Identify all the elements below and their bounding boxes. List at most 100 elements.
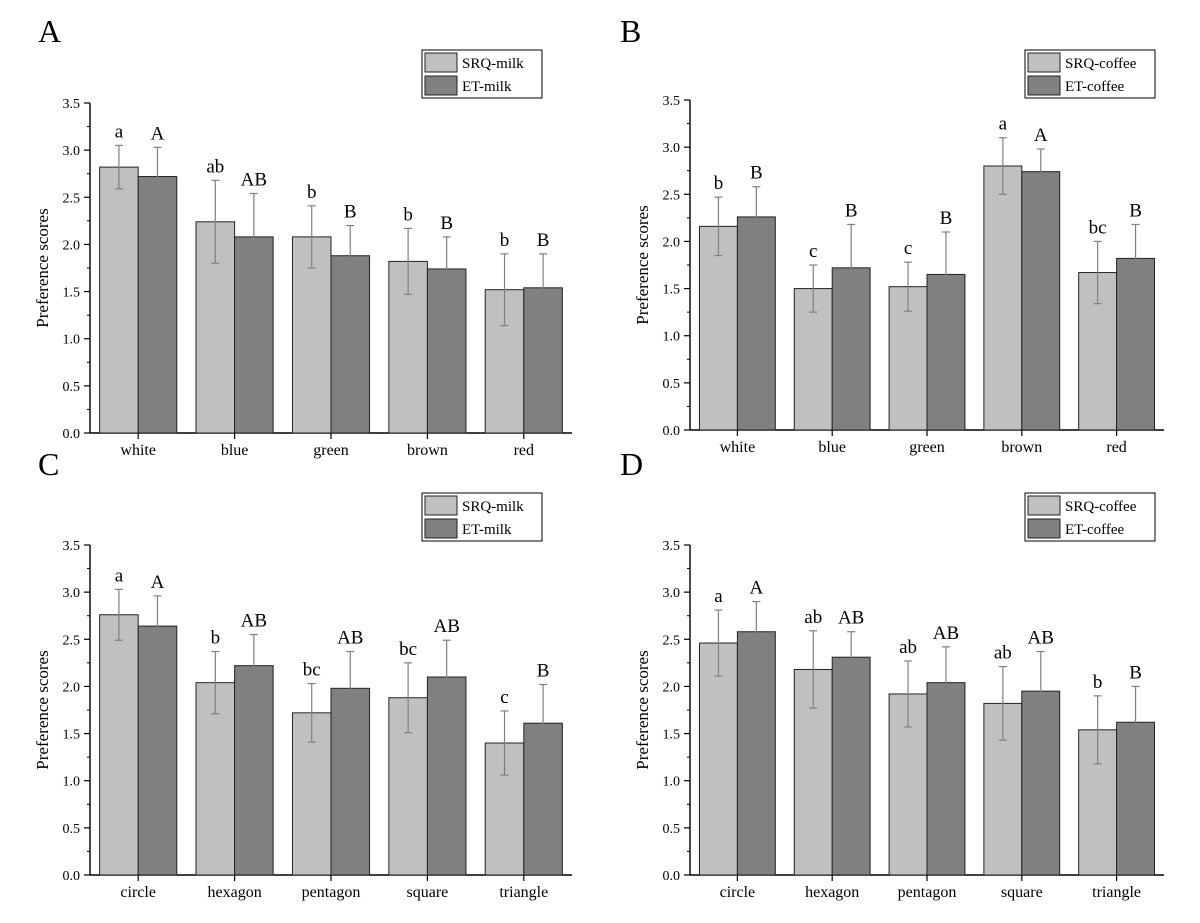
bar	[736, 216, 776, 431]
x-tick-label: brown	[1001, 439, 1042, 456]
y-tick-label: 0.0	[663, 869, 681, 884]
y-tick-label: 0.5	[663, 822, 681, 837]
x-tick-label: green	[909, 439, 945, 456]
significance-label: AB	[241, 170, 267, 191]
legend: SRQ-coffee ET-coffee	[1024, 49, 1156, 99]
significance-label: b	[1093, 672, 1103, 693]
significance-label: bc	[1089, 217, 1107, 238]
y-tick-label: 1.0	[663, 330, 681, 345]
significance-label: B	[940, 208, 953, 229]
bar	[99, 614, 139, 876]
panel-letter: C	[38, 446, 59, 482]
legend-label: ET-coffee	[1065, 522, 1124, 538]
chart-panel-b: B 0.0 0.5 1.0 1.5 2.0 2.5 3.0 3.5 Preference scor…	[620, 13, 1164, 456]
x-tick-label: red	[1106, 439, 1126, 456]
significance-label: A	[749, 578, 763, 599]
significance-label: b	[307, 182, 317, 203]
y-axis-label: Preference scores	[33, 650, 52, 769]
significance-label: ab	[206, 156, 224, 177]
significance-label: AB	[1028, 628, 1054, 649]
legend-label: SRQ-milk	[462, 56, 524, 72]
bar	[1021, 171, 1061, 431]
legend-label: SRQ-coffee	[1065, 56, 1137, 72]
y-tick-label: 0.5	[63, 822, 81, 837]
significance-label: c	[904, 238, 912, 259]
y-tick-label: 3.5	[63, 97, 81, 112]
x-tick-label: white	[120, 442, 156, 459]
y-tick-label: 3.0	[63, 586, 81, 601]
significance-label: B	[344, 202, 357, 223]
y-tick-label: 2.5	[63, 633, 81, 648]
significance-label: AB	[838, 608, 864, 629]
significance-label: B	[537, 661, 550, 682]
x-tick-label: triangle	[499, 884, 548, 901]
chart-panel-c: C 0.0 0.5 1.0 1.5 2.0 2.5 3.0 3.5 Preference scor…	[33, 446, 572, 901]
significance-label: c	[500, 687, 508, 708]
y-tick-label: 2.0	[663, 680, 681, 695]
x-tick-label: circle	[120, 884, 156, 901]
bar	[137, 176, 178, 434]
x-tick-label: hexagon	[805, 884, 859, 901]
y-tick-label: 2.0	[63, 680, 81, 695]
x-tick-label: square	[1001, 884, 1043, 901]
significance-label: B	[537, 230, 550, 251]
y-tick-label: 0.5	[663, 377, 681, 392]
panel-letter: D	[620, 446, 643, 482]
y-tick-label: 3.0	[663, 586, 681, 601]
y-tick-label: 2.5	[663, 188, 681, 203]
y-tick-label: 3.5	[663, 94, 681, 109]
legend-swatch	[1027, 52, 1061, 73]
x-tick-label: square	[407, 884, 449, 901]
x-tick-label: pentagon	[898, 884, 957, 901]
legend: SRQ-coffee ET-coffee	[1024, 492, 1156, 542]
y-tick-label: 1.5	[663, 728, 681, 743]
x-tick-label: hexagon	[207, 884, 261, 901]
legend-label: ET-milk	[462, 522, 512, 538]
significance-label: B	[1129, 662, 1142, 683]
y-axis-label: Preference scores	[633, 650, 652, 769]
significance-label: A	[1034, 125, 1048, 146]
bar	[698, 642, 738, 876]
significance-label: bc	[399, 639, 417, 660]
legend-label: ET-coffee	[1065, 79, 1124, 95]
y-tick-label: 3.5	[63, 539, 81, 554]
significance-label: b	[403, 204, 413, 225]
significance-label: ab	[899, 637, 917, 658]
y-tick-label: 3.0	[63, 144, 81, 159]
y-tick-label: 3.5	[663, 539, 681, 554]
legend-swatch	[1027, 518, 1061, 539]
y-tick-label: 1.5	[63, 286, 81, 301]
legend-label: ET-milk	[462, 79, 512, 95]
bar	[983, 165, 1023, 431]
y-axis-label: Preference scores	[33, 208, 52, 327]
legend: SRQ-milk ET-milk	[421, 492, 543, 542]
y-tick-label: 2.5	[63, 191, 81, 206]
y-tick-label: 1.0	[63, 775, 81, 790]
bar	[195, 682, 236, 876]
bar	[99, 166, 139, 434]
y-tick-label: 2.0	[663, 235, 681, 250]
significance-label: B	[440, 213, 453, 234]
significance-label: a	[999, 114, 1008, 135]
panel-letter: A	[38, 13, 61, 49]
x-tick-label: white	[720, 439, 756, 456]
significance-label: AB	[241, 611, 267, 632]
significance-label: A	[151, 572, 165, 593]
significance-label: ab	[804, 607, 822, 628]
significance-label: c	[809, 241, 817, 262]
y-tick-label: 1.0	[63, 333, 81, 348]
bar	[736, 631, 776, 876]
significance-label: A	[151, 123, 165, 144]
significance-label: B	[845, 200, 858, 221]
x-tick-label: circle	[720, 884, 756, 901]
y-axis-label: Preference scores	[633, 205, 652, 324]
significance-label: B	[1129, 200, 1142, 221]
y-tick-label: 2.0	[63, 238, 81, 253]
chart-panel-a: A 0.0 0.5 1.0 1.5 2.0 2.5 3.0 3.5 Preference scor…	[33, 13, 572, 459]
significance-label: B	[750, 163, 763, 184]
y-tick-label: 3.0	[663, 141, 681, 156]
y-tick-label: 0.5	[63, 380, 81, 395]
x-tick-label: triangle	[1092, 884, 1141, 901]
bar	[291, 236, 332, 434]
